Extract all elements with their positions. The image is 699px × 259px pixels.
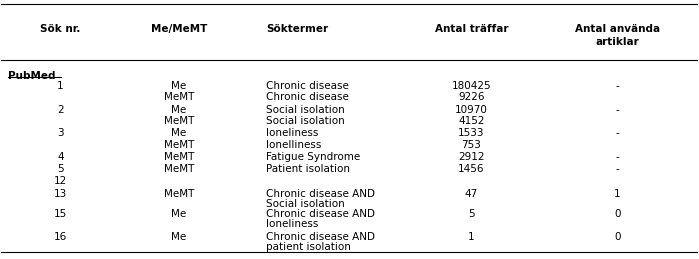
Text: loneliness: loneliness (266, 128, 318, 139)
Text: Sök nr.: Sök nr. (41, 24, 81, 34)
Text: Chronic disease AND: Chronic disease AND (266, 210, 375, 219)
Text: Me/MeMT: Me/MeMT (151, 24, 207, 34)
Text: Söktermer: Söktermer (266, 24, 328, 34)
Text: Social isolation: Social isolation (266, 199, 345, 209)
Text: MeMT: MeMT (164, 140, 194, 150)
Text: 1: 1 (57, 81, 64, 91)
Text: 5: 5 (57, 164, 64, 174)
Text: Patient isolation: Patient isolation (266, 164, 350, 174)
Text: Chronic disease: Chronic disease (266, 81, 349, 91)
Text: Antal använda
artiklar: Antal använda artiklar (575, 24, 660, 47)
Text: Me: Me (171, 128, 187, 139)
Text: 4: 4 (57, 152, 64, 162)
Text: -: - (616, 81, 619, 91)
Text: Antal träffar: Antal träffar (435, 24, 508, 34)
Text: Me: Me (171, 210, 187, 219)
Text: Social isolation: Social isolation (266, 116, 345, 126)
Text: 1533: 1533 (458, 128, 484, 139)
Text: -: - (616, 128, 619, 139)
Text: MeMT: MeMT (164, 116, 194, 126)
Text: 1: 1 (614, 189, 621, 199)
Text: MeMT: MeMT (164, 152, 194, 162)
Text: PubMed: PubMed (8, 70, 56, 81)
Text: 753: 753 (461, 140, 482, 150)
Text: Fatigue Syndrome: Fatigue Syndrome (266, 152, 360, 162)
Text: -: - (616, 164, 619, 174)
Text: -: - (616, 152, 619, 162)
Text: 12: 12 (54, 176, 67, 186)
Text: 9226: 9226 (458, 92, 484, 102)
Text: 1: 1 (468, 232, 475, 242)
Text: Chronic disease AND: Chronic disease AND (266, 189, 375, 199)
Text: 3: 3 (57, 128, 64, 139)
Text: 2912: 2912 (458, 152, 484, 162)
Text: 4152: 4152 (458, 116, 484, 126)
Text: 2: 2 (57, 105, 64, 115)
Text: 0: 0 (614, 210, 621, 219)
Text: 0: 0 (614, 232, 621, 242)
Text: 16: 16 (54, 232, 67, 242)
Text: Me: Me (171, 232, 187, 242)
Text: Me: Me (171, 105, 187, 115)
Text: -: - (616, 105, 619, 115)
Text: Social isolation: Social isolation (266, 105, 345, 115)
Text: 13: 13 (54, 189, 67, 199)
Text: MeMT: MeMT (164, 92, 194, 102)
Text: 180425: 180425 (452, 81, 491, 91)
Text: loneliness: loneliness (266, 219, 318, 229)
Text: lonelliness: lonelliness (266, 140, 322, 150)
Text: 47: 47 (465, 189, 478, 199)
Text: 15: 15 (54, 210, 67, 219)
Text: Me: Me (171, 81, 187, 91)
Text: 5: 5 (468, 210, 475, 219)
Text: 1456: 1456 (458, 164, 484, 174)
Text: 10970: 10970 (455, 105, 488, 115)
Text: Chronic disease AND: Chronic disease AND (266, 232, 375, 242)
Text: MeMT: MeMT (164, 189, 194, 199)
Text: MeMT: MeMT (164, 164, 194, 174)
Text: patient isolation: patient isolation (266, 242, 351, 252)
Text: Chronic disease: Chronic disease (266, 92, 349, 102)
